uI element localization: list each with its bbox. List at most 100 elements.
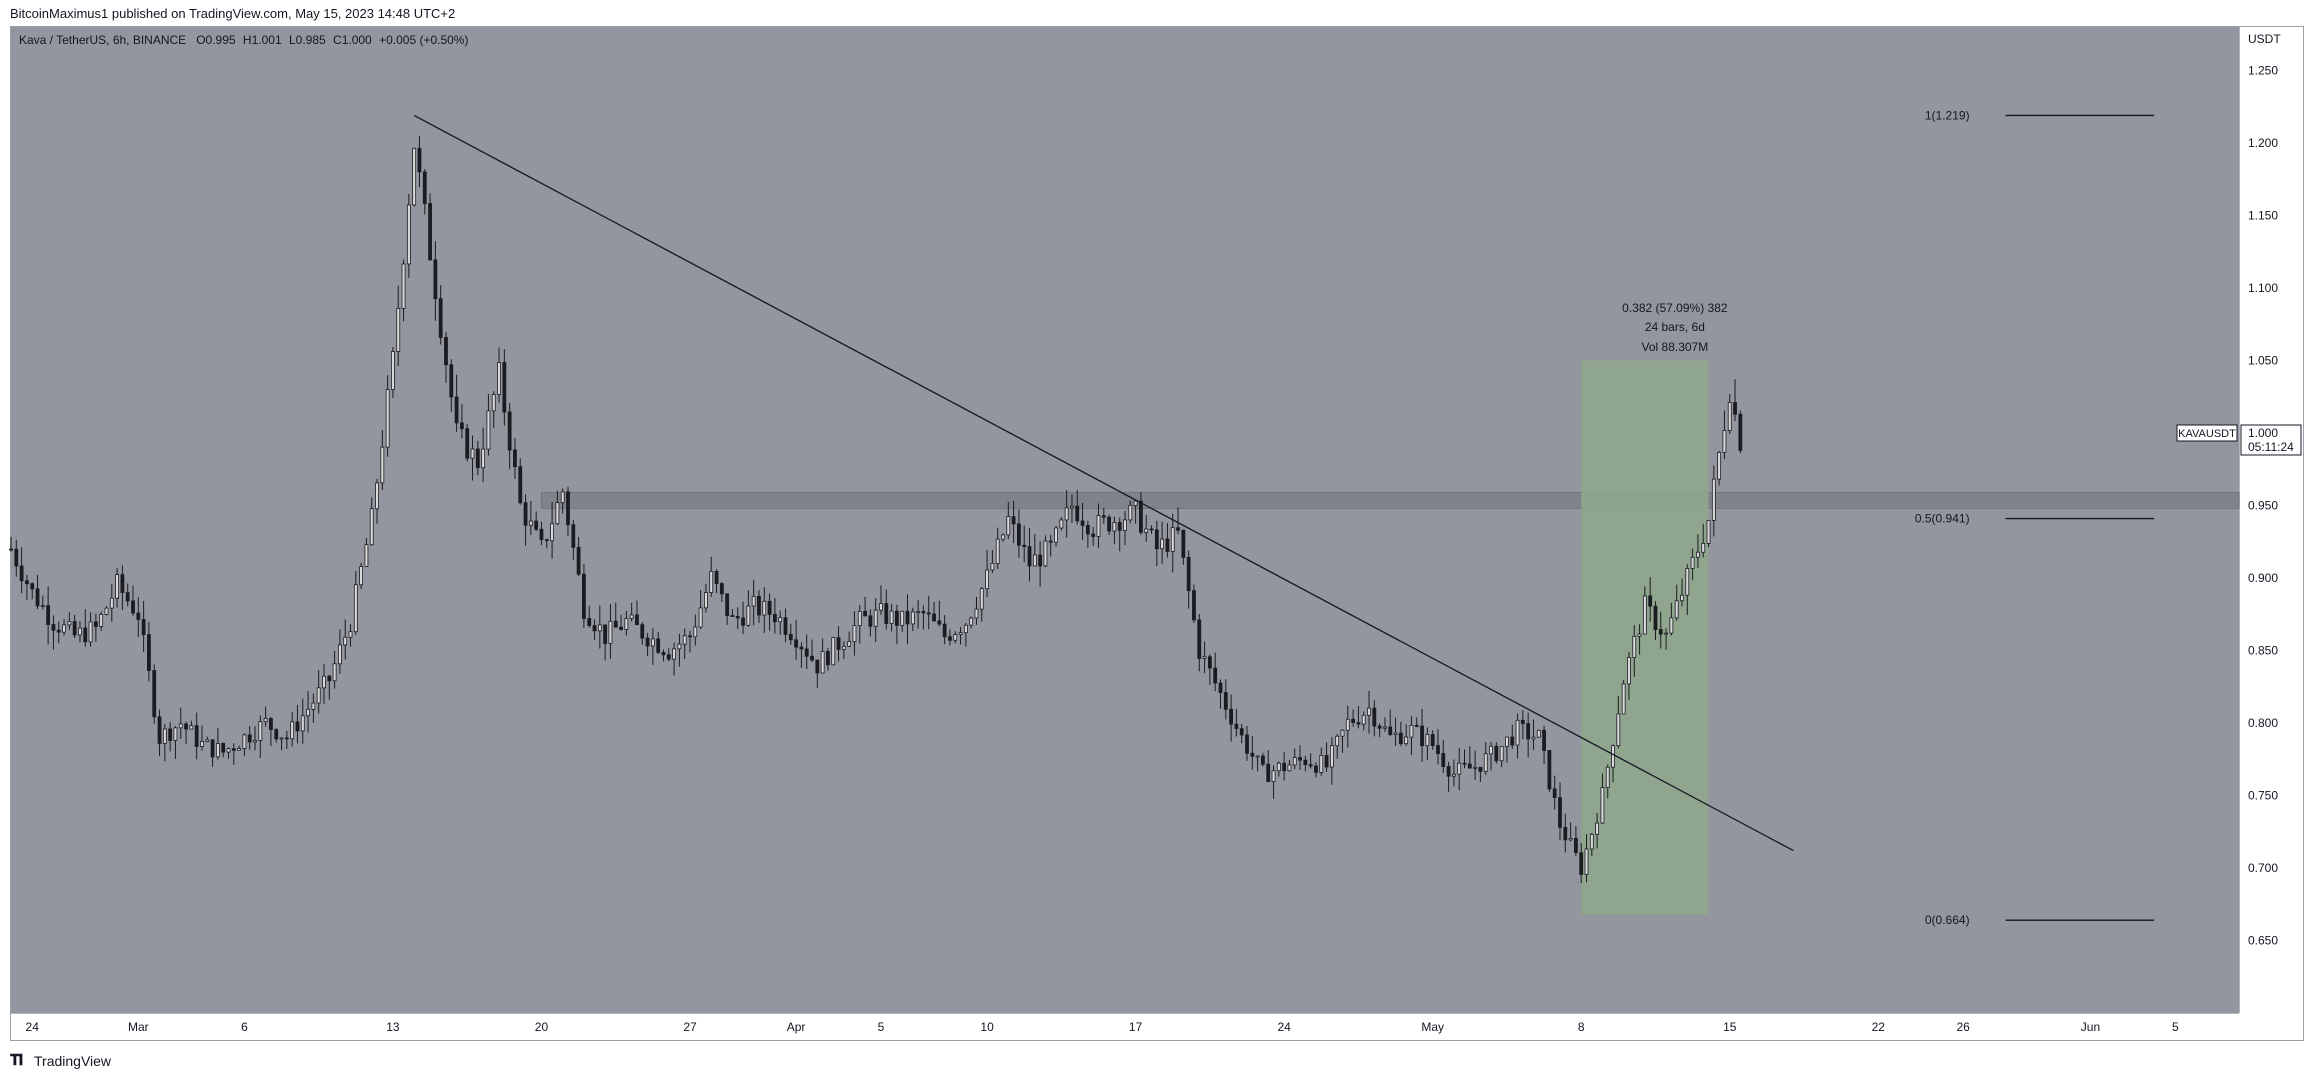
candle	[624, 610, 629, 636]
publish-info: BitcoinMaximus1 published on TradingView…	[10, 6, 456, 21]
candle-body	[125, 592, 130, 602]
candle	[979, 586, 984, 622]
candle	[1070, 494, 1074, 523]
tradingview-logo-icon[interactable]: 𝐓𝐈	[10, 1052, 23, 1069]
candle-body	[719, 583, 724, 595]
candle-body	[926, 612, 931, 615]
candle-body	[826, 651, 830, 666]
candle-body	[184, 723, 188, 730]
candle	[852, 611, 857, 656]
candle	[332, 650, 337, 689]
candle	[566, 486, 570, 537]
candle-body	[608, 620, 613, 644]
price-scale[interactable]	[2239, 27, 2303, 1013]
candle	[1250, 736, 1255, 770]
candle-body	[1425, 734, 1430, 747]
symbol-title[interactable]: Kava / TetherUS, 6h, BINANCE	[19, 33, 187, 47]
candle-body	[757, 595, 761, 616]
candle	[1722, 410, 1727, 460]
candle	[125, 583, 130, 607]
candle	[1696, 534, 1700, 569]
candle	[1451, 759, 1456, 787]
candle-body	[62, 624, 66, 633]
candle	[1006, 502, 1011, 540]
candle-body	[831, 637, 836, 666]
candle	[300, 698, 305, 744]
bar-countdown: 05:11:24	[2248, 440, 2294, 454]
candle	[677, 633, 682, 667]
candle	[454, 374, 459, 432]
tradingview-brand[interactable]: TradingView	[34, 1053, 112, 1069]
candle	[910, 607, 915, 631]
candle-body	[1621, 683, 1626, 715]
candle-body	[810, 655, 814, 661]
candle	[709, 556, 714, 597]
candle	[836, 626, 841, 662]
candle	[375, 478, 379, 524]
candle-body	[942, 623, 947, 638]
candle-body	[1213, 667, 1218, 684]
candle-body	[1627, 657, 1631, 685]
candle-body	[401, 263, 406, 309]
candle	[168, 722, 173, 752]
candle	[1372, 700, 1377, 737]
candle-body	[1245, 734, 1249, 754]
candle	[1738, 410, 1743, 454]
candle-body	[1287, 764, 1292, 772]
candle-body	[1733, 402, 1737, 415]
candle	[1314, 762, 1318, 778]
candle-body	[327, 675, 332, 682]
time-scale[interactable]	[11, 1013, 2239, 1040]
candle	[841, 641, 846, 659]
candle	[1446, 761, 1451, 792]
candle	[1112, 516, 1117, 545]
candle	[1054, 525, 1058, 547]
candle	[62, 619, 66, 636]
candle-body	[35, 588, 40, 607]
candle	[1467, 746, 1472, 769]
candle-body	[566, 491, 570, 526]
candle-body	[1192, 590, 1196, 621]
candle	[741, 601, 745, 635]
candle-body	[693, 626, 698, 638]
candle-body	[422, 171, 427, 204]
candle-body	[136, 612, 141, 620]
candle-body	[582, 573, 586, 619]
candle	[433, 241, 438, 321]
candle-body	[985, 569, 989, 590]
candle-body	[948, 636, 952, 641]
candle-body	[730, 615, 735, 617]
candle	[550, 502, 554, 559]
candle	[884, 589, 889, 630]
candle-body	[576, 546, 581, 575]
candle	[1091, 527, 1096, 546]
candle	[1197, 613, 1202, 672]
candle	[428, 193, 432, 261]
candle	[1664, 628, 1668, 650]
candle	[258, 715, 263, 758]
candle-body	[396, 308, 401, 352]
candle	[788, 623, 793, 645]
candle	[1627, 652, 1631, 700]
candle-body	[820, 651, 825, 674]
candle-body	[1727, 402, 1732, 431]
candle	[1202, 641, 1207, 674]
time-tick-label: 5	[2172, 1020, 2179, 1034]
candle	[1414, 717, 1419, 728]
candle-body	[269, 718, 273, 730]
candle	[894, 604, 899, 645]
candle	[985, 549, 989, 598]
candle	[253, 726, 257, 751]
candle-body	[279, 737, 284, 740]
candle	[1345, 705, 1350, 748]
candle	[1144, 514, 1149, 542]
candle-body	[9, 548, 13, 551]
candle-body	[735, 615, 740, 619]
candle-body	[1345, 718, 1350, 731]
candle	[1027, 527, 1032, 582]
candle-body	[672, 648, 676, 660]
candle	[406, 193, 411, 278]
candle-body	[337, 644, 342, 665]
candle-body	[1250, 752, 1255, 757]
candle-body	[1462, 762, 1467, 765]
